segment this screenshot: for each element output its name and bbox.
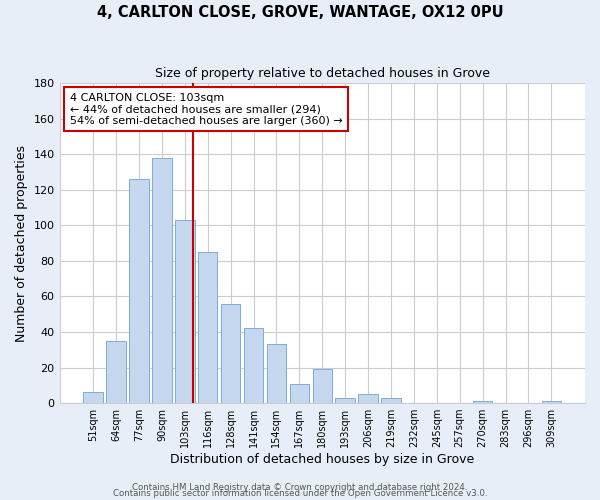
Bar [83,392,103,403]
Bar [542,402,561,403]
Bar [152,158,172,403]
Bar [313,370,332,403]
Text: 4 CARLTON CLOSE: 103sqm
← 44% of detached houses are smaller (294)
54% of semi-d: 4 CARLTON CLOSE: 103sqm ← 44% of detache… [70,92,343,126]
X-axis label: Distribution of detached houses by size in Grove: Distribution of detached houses by size … [170,453,475,466]
Bar [175,220,194,403]
Text: 4, CARLTON CLOSE, GROVE, WANTAGE, OX12 0PU: 4, CARLTON CLOSE, GROVE, WANTAGE, OX12 0… [97,5,503,20]
Bar [106,341,126,403]
Bar [198,252,217,403]
Y-axis label: Number of detached properties: Number of detached properties [15,144,28,342]
Text: Contains public sector information licensed under the Open Government Licence v3: Contains public sector information licen… [113,490,487,498]
Bar [358,394,378,403]
Bar [290,384,309,403]
Text: Contains HM Land Registry data © Crown copyright and database right 2024.: Contains HM Land Registry data © Crown c… [132,484,468,492]
Bar [221,304,241,403]
Bar [267,344,286,403]
Title: Size of property relative to detached houses in Grove: Size of property relative to detached ho… [155,68,490,80]
Bar [129,179,149,403]
Bar [244,328,263,403]
Bar [381,398,401,403]
Bar [335,398,355,403]
Bar [473,402,493,403]
